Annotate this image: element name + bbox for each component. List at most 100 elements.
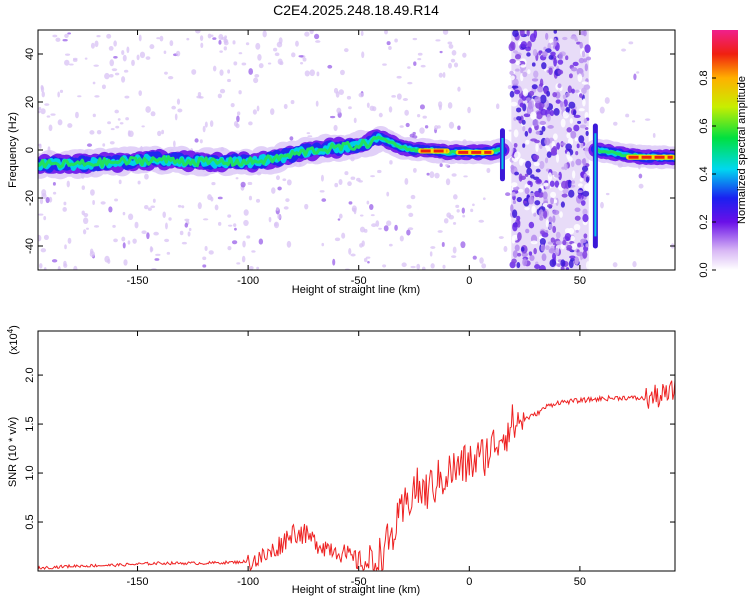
- noise-band-blob: [516, 116, 522, 121]
- noise-speck: [82, 229, 87, 235]
- noise-speck: [486, 167, 491, 174]
- noise-band-blob: [579, 41, 583, 49]
- noise-band-blob: [529, 255, 535, 261]
- spectrogram-xlabel: Height of straight line (km): [292, 284, 420, 296]
- noise-speck: [455, 204, 460, 209]
- noise-speck: [270, 108, 275, 115]
- noise-band-blob: [569, 118, 573, 124]
- noise-speck: [39, 263, 43, 269]
- noise-speck: [119, 122, 124, 125]
- noise-band-blob: [539, 238, 546, 246]
- noise-speck: [394, 38, 398, 43]
- noise-band-blob: [509, 90, 515, 98]
- noise-speck: [419, 104, 425, 110]
- noise-band-blob: [560, 118, 566, 128]
- noise-speck: [62, 207, 67, 212]
- noise-band-blob: [534, 264, 541, 270]
- noise-speck: [127, 240, 131, 245]
- noise-speck: [460, 241, 466, 249]
- noise-band-blob: [537, 85, 544, 93]
- snr-xlabel: Height of straight line (km): [292, 584, 420, 596]
- noise-speck: [378, 112, 383, 118]
- noise-speck: [94, 95, 100, 98]
- noise-band-blob: [584, 111, 589, 120]
- noise-band-blob: [549, 110, 555, 117]
- noise-speck: [361, 240, 365, 247]
- noise-speck: [67, 237, 72, 244]
- noise-speck: [271, 187, 276, 194]
- noise-speck: [195, 30, 201, 34]
- noise-speck: [236, 111, 241, 116]
- noise-speck: [435, 39, 441, 42]
- noise-band-blob: [582, 157, 587, 167]
- noise-band-blob: [539, 160, 545, 170]
- noise-band-blob: [570, 257, 575, 262]
- noise-band-blob: [528, 127, 532, 134]
- noise-speck: [233, 223, 237, 227]
- noise-band-blob: [553, 108, 560, 116]
- noise-band-blob: [525, 139, 530, 145]
- noise-speck: [336, 107, 342, 114]
- noise-speck: [236, 262, 241, 265]
- noise-band-blob: [533, 162, 540, 167]
- noise-speck: [242, 240, 246, 248]
- colorbar-tick-label: 0.6: [698, 118, 710, 133]
- noise-band-blob: [549, 259, 557, 268]
- noise-band-blob: [575, 150, 579, 156]
- noise-band-blob: [524, 173, 529, 177]
- noise-speck: [212, 37, 217, 40]
- noise-speck: [369, 204, 374, 211]
- noise-speck: [157, 130, 162, 137]
- noise-speck: [450, 58, 456, 63]
- noise-band-blob: [550, 237, 555, 243]
- noise-speck: [372, 106, 377, 112]
- noise-band-blob: [580, 200, 586, 206]
- colorbar-tick-label: 0.0: [698, 262, 710, 277]
- noise-speck: [348, 201, 353, 205]
- noise-band-blob: [539, 144, 543, 150]
- noise-speck: [507, 84, 513, 90]
- noise-speck: [197, 202, 202, 210]
- noise-speck: [365, 256, 371, 259]
- noise-band-blob: [541, 253, 547, 262]
- noise-speck: [92, 81, 96, 85]
- noise-band-blob: [512, 50, 518, 54]
- noise-speck: [59, 89, 64, 94]
- noise-speck: [457, 125, 461, 131]
- noise-speck: [360, 30, 364, 37]
- noise-band-blob: [557, 69, 564, 75]
- noise-speck: [89, 130, 95, 135]
- noise-speck: [248, 121, 253, 126]
- noise-speck: [77, 95, 82, 98]
- noise-speck: [92, 200, 95, 205]
- noise-band-blob: [514, 244, 520, 252]
- noise-speck: [141, 230, 147, 235]
- noise-band-blob: [543, 182, 549, 187]
- noise-band-blob: [581, 81, 589, 85]
- noise-speck: [366, 200, 370, 205]
- noise-speck: [306, 132, 311, 135]
- noise-speck: [100, 201, 106, 205]
- noise-speck: [412, 37, 418, 41]
- noise-speck: [240, 181, 246, 188]
- noise-speck: [399, 235, 404, 242]
- snr-series-line: [38, 380, 675, 571]
- noise-speck: [232, 40, 236, 45]
- noise-speck: [419, 127, 425, 134]
- noise-speck: [188, 227, 192, 232]
- noise-speck: [370, 214, 375, 217]
- noise-band-blob: [533, 212, 537, 217]
- noise-band-blob: [574, 207, 581, 213]
- spec-xtick-label: 50: [574, 275, 586, 287]
- noise-band-blob: [552, 215, 556, 223]
- spec-xtick-label: 0: [466, 275, 472, 287]
- colorbar-gradient: [712, 30, 738, 270]
- noise-speck: [131, 59, 135, 66]
- snr-xtick-label: 50: [574, 576, 586, 588]
- noise-speck: [246, 235, 251, 239]
- noise-speck: [321, 242, 325, 247]
- noise-speck: [304, 31, 310, 37]
- noise-band-blob: [516, 107, 522, 113]
- noise-band-blob: [512, 200, 517, 205]
- noise-speck: [83, 213, 89, 218]
